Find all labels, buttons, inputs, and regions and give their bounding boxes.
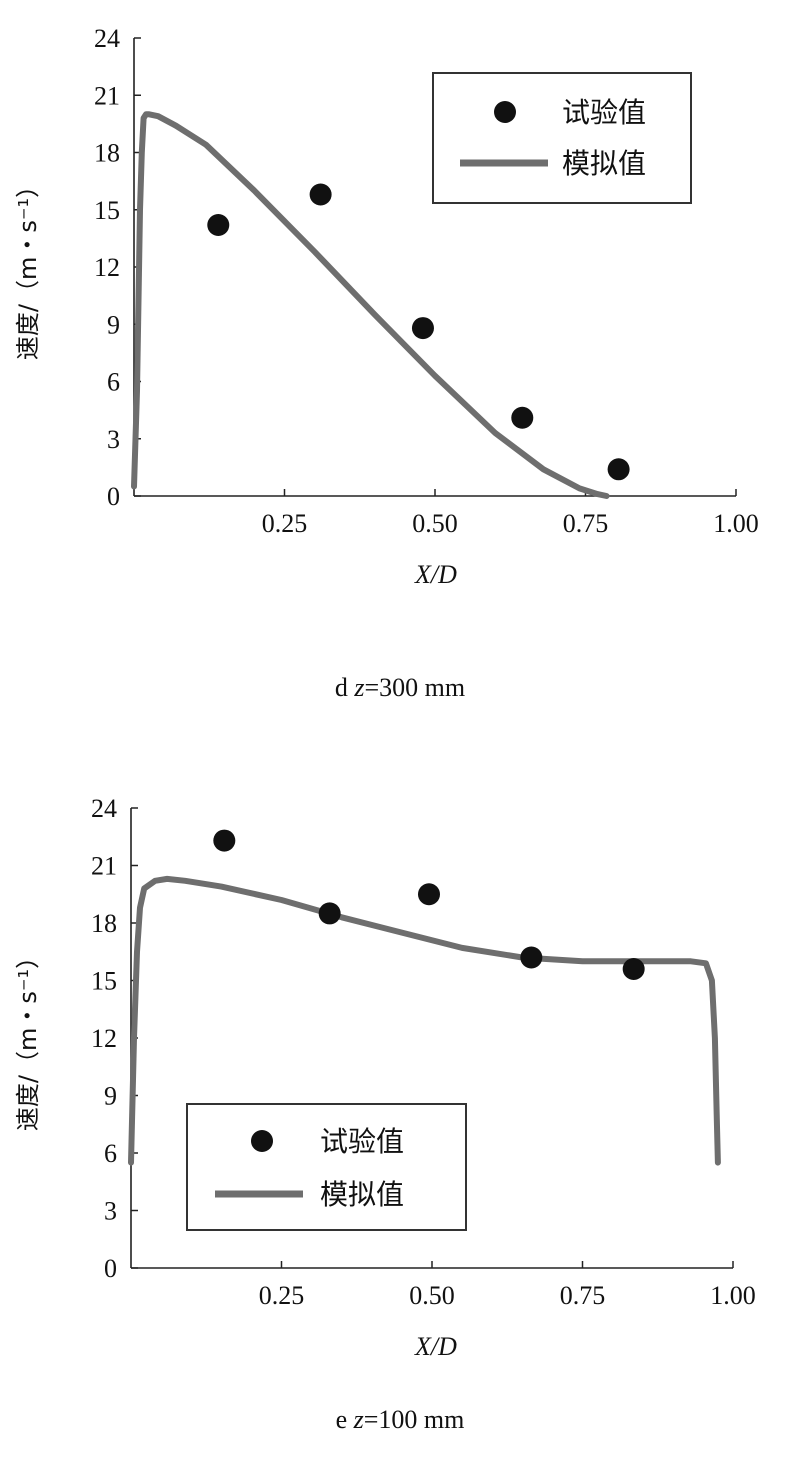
experiment-point-e — [318, 902, 341, 925]
caption-d-prefix: d — [335, 673, 355, 702]
experiment-point-e — [520, 946, 543, 969]
y-tick-label: 21 — [91, 852, 117, 881]
y-tick-label: 6 — [107, 368, 120, 397]
y-tick-label: 15 — [94, 196, 120, 225]
y-tick-label: 18 — [94, 139, 120, 168]
legend-label-experiment-e: 试验值 — [320, 1125, 404, 1158]
legend-marker-experiment-d — [494, 101, 516, 123]
x-tick-label: 0.25 — [259, 1281, 305, 1310]
legend-e: 试验值 模拟值 — [186, 1103, 467, 1231]
legend-box-d — [432, 72, 692, 204]
experiment-point-d — [607, 458, 630, 481]
legend-label-experiment-d: 试验值 — [562, 96, 646, 129]
simulation-line-d — [131, 111, 610, 499]
caption-e-prefix: e — [336, 1405, 354, 1434]
experiment-point-e — [622, 958, 645, 980]
y-tick-label: 3 — [107, 425, 120, 454]
caption-e-rest: =100 mm — [364, 1405, 465, 1434]
y-tick-label: 9 — [107, 310, 120, 339]
caption-e-var: z — [353, 1405, 364, 1434]
y-tick-label: 15 — [91, 967, 117, 996]
y-axis-label-d: 速度/（m・s⁻¹） — [14, 174, 42, 360]
chart-panel-e: 0 3 6 9 12 15 18 21 24 0.25 0.50 0.75 1.00 速度/（m・s⁻¹… — [14, 794, 756, 1434]
caption-d-rest: =300 mm — [365, 673, 466, 702]
experiment-point-d — [309, 183, 332, 206]
y-tick-label: 12 — [94, 253, 120, 282]
x-tick-label: 0.50 — [409, 1281, 455, 1310]
plot-area-e: 0 3 6 9 12 15 18 21 24 0.25 0.50 0.75 1.00 — [91, 794, 756, 1310]
experiment-point-d — [207, 214, 230, 237]
x-tick-label: 0.25 — [262, 509, 308, 538]
x-tick-label: 0.50 — [412, 509, 458, 538]
y-tick-label: 9 — [104, 1082, 117, 1111]
experiment-point-e — [213, 829, 236, 852]
x-tick-label: 0.75 — [560, 1281, 606, 1310]
x-axis-label-d: X/D — [414, 560, 457, 589]
y-tick-label: 21 — [94, 81, 120, 110]
chart-panel-d: 0 3 6 9 12 15 18 21 24 0.25 0.50 0.75 1.00 速度/（m・s⁻¹… — [14, 24, 759, 702]
x-tick-label: 1.00 — [710, 1281, 756, 1310]
experiment-point-d — [511, 406, 534, 429]
legend-marker-experiment-e — [251, 1130, 273, 1152]
caption-d: d z=300 mm — [335, 673, 465, 702]
y-tick-label: 12 — [91, 1024, 117, 1053]
y-tick-label: 6 — [104, 1139, 117, 1168]
x-axis-label-e: X/D — [414, 1332, 457, 1361]
legend-label-simulation-e: 模拟值 — [320, 1178, 404, 1211]
y-axis-label-e: 速度/（m・s⁻¹） — [14, 945, 42, 1131]
x-tick-label: 0.75 — [563, 509, 609, 538]
caption-e: e z=100 mm — [336, 1405, 465, 1434]
x-tick-label: 1.00 — [713, 509, 759, 538]
y-tick-label: 0 — [107, 482, 120, 511]
legend-d: 试验值 模拟值 — [432, 72, 692, 204]
y-tick-label: 24 — [94, 24, 120, 53]
caption-d-var: z — [353, 673, 364, 702]
legend-box-e — [186, 1103, 467, 1231]
simulation-line-e — [128, 875, 721, 1166]
y-tick-label: 0 — [104, 1254, 117, 1283]
y-tick-label: 18 — [91, 909, 117, 938]
experiment-point-d — [411, 317, 434, 340]
plot-area-d: 0 3 6 9 12 15 18 21 24 0.25 0.50 0.75 1.00 — [94, 24, 759, 538]
y-tick-label: 24 — [91, 794, 117, 823]
experiment-point-e — [417, 883, 440, 906]
legend-label-simulation-d: 模拟值 — [562, 147, 646, 180]
y-tick-label: 3 — [104, 1197, 117, 1226]
